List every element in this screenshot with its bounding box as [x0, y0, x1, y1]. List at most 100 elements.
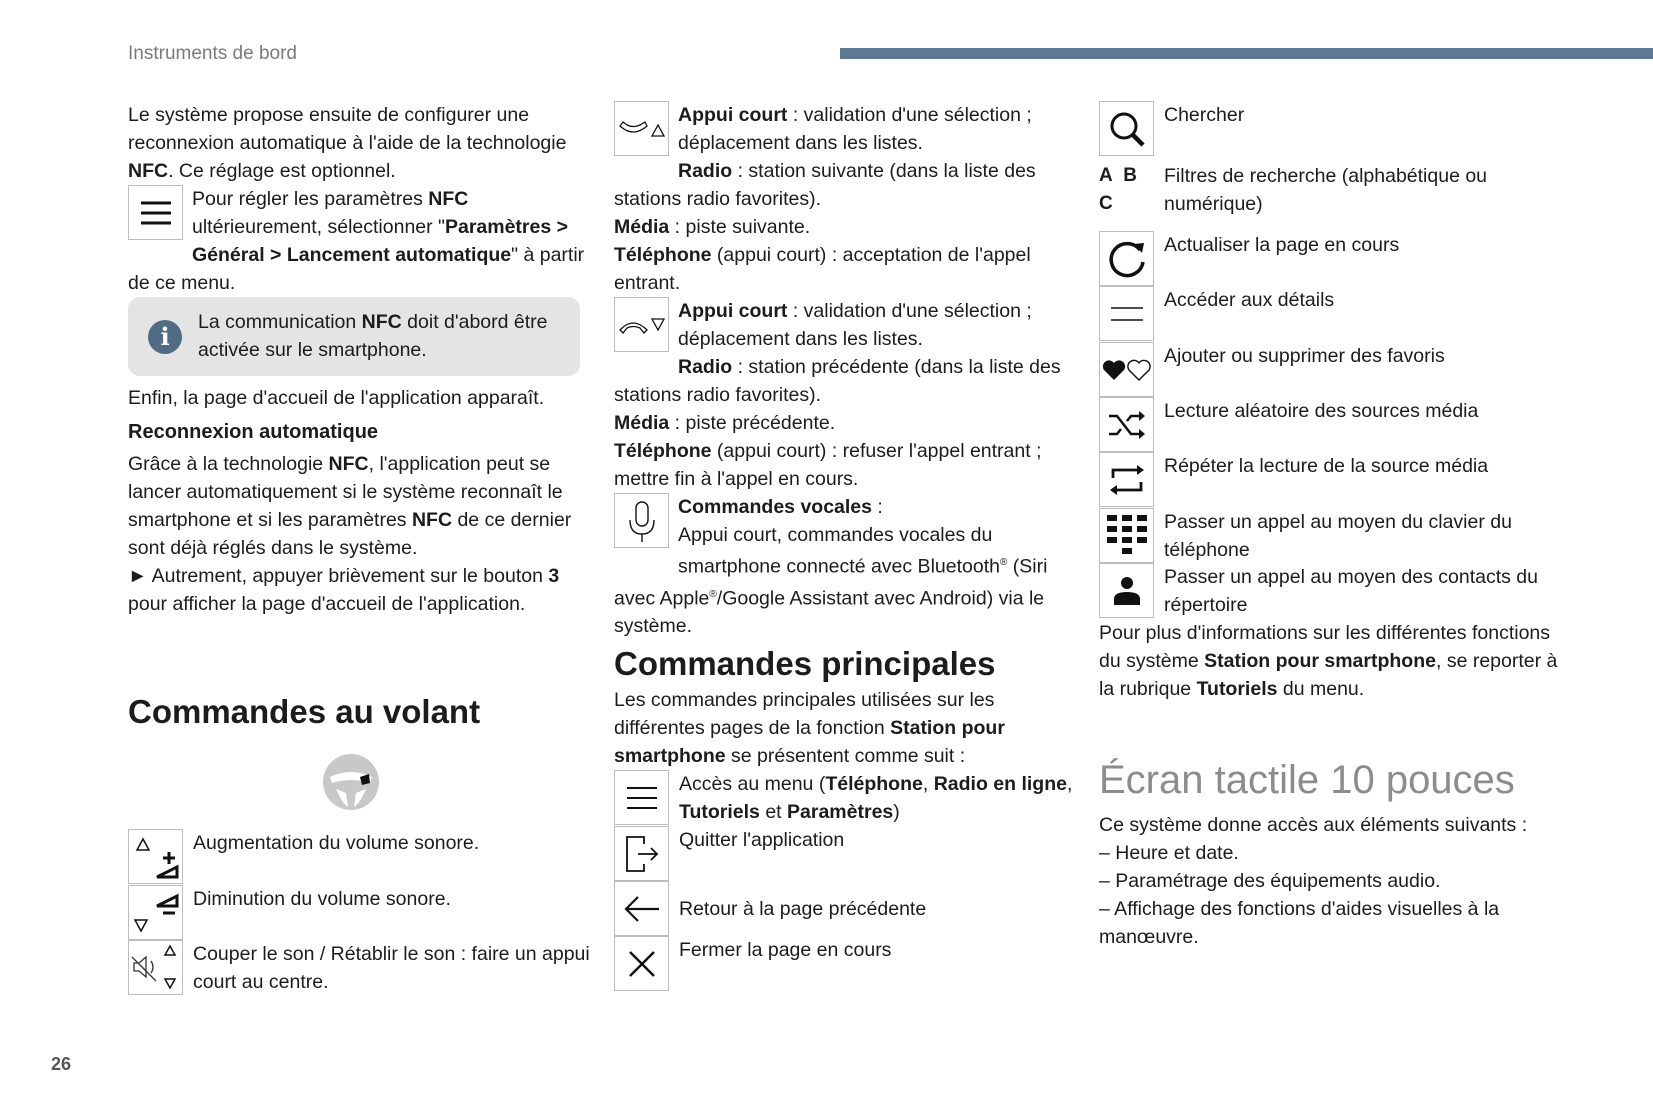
text: , se reporter à la rubrique [1099, 650, 1558, 700]
command-menu: Accès au menu (Téléphone, Radio en ligne… [614, 770, 1076, 827]
control-text: Chercher [1164, 104, 1245, 126]
text: ultérieurement, sélectionner " [192, 216, 445, 238]
volume-up-icon [128, 829, 183, 884]
list-item: – Heure et date. [1099, 842, 1239, 864]
close-icon [614, 936, 669, 991]
bold-text: Radio [678, 356, 733, 378]
heart-favorite-icon [1099, 342, 1154, 397]
up-radio-text: Radio : station suivante (dans la liste … [614, 157, 1076, 213]
search-icon [1099, 101, 1154, 156]
list-item: – Affichage des fonctions d'aides visuel… [1099, 898, 1500, 948]
command-text: Accès au menu (Téléphone, Radio en ligne… [679, 770, 1076, 826]
page-number: 26 [51, 1054, 72, 1074]
down-radio-text: Radio : station précédente (dans la list… [614, 353, 1076, 409]
text: . Ce réglage est optionnel. [168, 160, 396, 182]
text: , [922, 773, 934, 795]
control-refresh: Actualiser la page en cours [1099, 231, 1561, 288]
text: : [872, 496, 883, 518]
text: pour afficher la page d'accueil de l'app… [128, 593, 526, 615]
bold-text: NFC [411, 509, 453, 531]
bold-text: Radio [678, 160, 733, 182]
text: Les commandes principales utilisées sur … [614, 689, 995, 739]
bold-text: NFC [328, 453, 369, 475]
volume-down-icon [128, 885, 183, 940]
bold-text: Station pour smartphone [614, 717, 1005, 767]
repeat-icon [1099, 452, 1154, 507]
bold-text: Téléphone [825, 773, 923, 795]
mute-icon [128, 940, 183, 995]
steering-wheel-icon [323, 754, 379, 810]
bold-text: 3 [548, 565, 560, 587]
text: ® [999, 557, 1008, 568]
microphone-icon [614, 493, 669, 548]
text: Grâce à la technologie [128, 453, 329, 475]
command-text: Quitter l'application [679, 829, 845, 851]
command-text: Retour à la page précédente [679, 898, 927, 920]
text: (appui court) : acceptation de l'appel e… [614, 244, 1031, 294]
text: /Google Assistant avec Android) via le s… [614, 587, 1045, 637]
details-icon [1099, 286, 1154, 341]
text: se présentent comme suit : [725, 745, 966, 767]
control-text: Répéter la lecture de la source média [1164, 455, 1489, 477]
wheel-item-text: Augmentation du volume sonore. [193, 832, 480, 854]
text: du menu. [1277, 678, 1365, 700]
up-phone-text: Téléphone (appui court) : acceptation de… [614, 241, 1076, 297]
bold-text: NFC [128, 160, 169, 182]
info-icon: i [148, 320, 182, 354]
bold-text: Téléphone [614, 244, 712, 266]
bold-text: Station pour smartphone [1204, 650, 1436, 672]
text: Pour régler les paramètres [192, 188, 429, 210]
text: Le système propose ensuite de configurer… [128, 104, 567, 154]
control-text: Lecture aléatoire des sources média [1164, 400, 1479, 422]
section-title: Instruments de bord [128, 43, 297, 64]
control-text: Passer un appel au moyen du clavier du t… [1164, 511, 1512, 561]
text: : piste précédente. [669, 412, 836, 434]
text: de ce dernier sont déjà réglés dans le s… [128, 509, 572, 559]
command-exit: Quitter l'application [614, 826, 1076, 883]
text: Pour plus d'informations sur les différe… [1099, 622, 1551, 672]
control-text: Filtres de recherche (alphabétique ou nu… [1164, 165, 1488, 215]
text: Appui court, commandes vocales du smartp… [678, 524, 1000, 578]
middle-top-block: Appui court : validation d'une sélection… [614, 101, 1076, 640]
wheel-item-volume-down: Diminution du volume sonore. [128, 885, 590, 942]
control-contacts: Passer un appel au moyen des contacts du… [1099, 563, 1561, 620]
final-paragraph: Enfin, la page d'accueil de l'applicatio… [128, 384, 590, 412]
heading-main-commands: Commandes principales [614, 645, 996, 682]
text: ) [893, 801, 900, 823]
contact-person-icon [1099, 563, 1154, 618]
refresh-icon [1099, 231, 1154, 286]
control-favorites: Ajouter ou supprimer des favoris [1099, 342, 1561, 399]
down-button-description: Appui court : validation d'une sélection… [614, 297, 1076, 353]
command-back: Retour à la page précédente [614, 881, 1076, 938]
control-details: Accéder aux détails [1099, 286, 1561, 343]
text: : station suivante (dans la liste des st… [614, 160, 1036, 210]
text: et [759, 801, 788, 823]
wheel-item-text: Couper le son / Rétablir le son : faire … [193, 943, 590, 993]
intro-paragraph: Le système propose ensuite de configurer… [128, 101, 590, 185]
voice-commands-text: Appui court, commandes vocales du smartp… [614, 521, 1076, 640]
control-text: Passer un appel au moyen des contacts du… [1164, 566, 1538, 616]
wheel-item-mute: Couper le son / Rétablir le son : faire … [128, 940, 590, 997]
keypad-icon [1099, 508, 1154, 563]
wheel-item-volume-up: Augmentation du volume sonore. [128, 829, 590, 886]
bold-text: NFC [361, 311, 402, 333]
control-search: Chercher [1099, 101, 1561, 158]
heading-touchscreen: Écran tactile 10 pouces [1099, 758, 1515, 802]
up-media-text: Média : piste suivante. [614, 213, 1076, 241]
info-box: i La communication NFC doit d'abord être… [128, 297, 580, 376]
back-arrow-icon [614, 881, 669, 936]
text: ® [709, 588, 717, 600]
down-phone-text: Téléphone (appui court) : refuser l'appe… [614, 437, 1076, 493]
command-text: Fermer la page en cours [679, 939, 892, 961]
text: : validation d'une sélection ; déplaceme… [678, 104, 1032, 154]
bold-text: Média [614, 216, 670, 238]
subheading-reconnexion: Reconnexion automatique [128, 421, 379, 443]
text: , [1066, 773, 1073, 795]
text: Enfin, la page d'accueil de l'applicatio… [128, 387, 545, 409]
text: doit d'abord être activée sur le smartph… [198, 311, 548, 361]
down-media-text: Média : piste précédente. [614, 409, 1076, 437]
control-repeat: Répéter la lecture de la source média [1099, 452, 1561, 509]
text: , l'application peut se lancer automatiq… [128, 453, 563, 531]
text: : piste suivante. [669, 216, 811, 238]
voice-commands-label: Commandes vocales : [614, 493, 1076, 521]
